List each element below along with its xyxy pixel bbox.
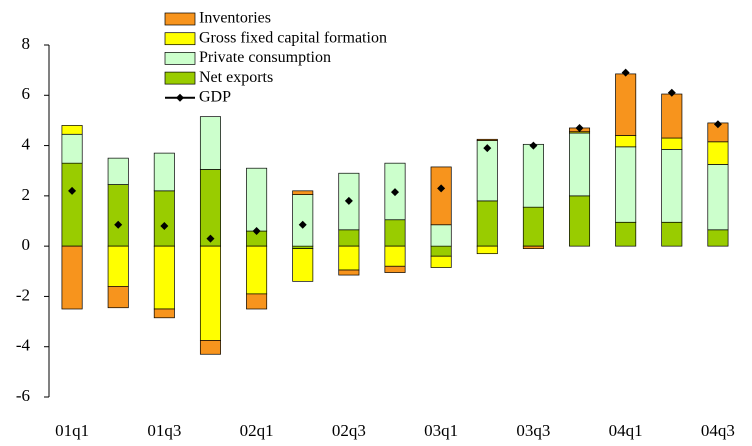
bar-segment: [292, 248, 314, 282]
bar-segment: [661, 137, 683, 150]
line-point: [344, 196, 353, 205]
bar-segment: [338, 245, 360, 271]
bar-segment: [61, 162, 83, 247]
bar-segment: [61, 133, 83, 164]
line-point: [621, 68, 630, 77]
bar-segment: [199, 245, 221, 341]
bar-segment: [569, 195, 591, 247]
bar-segment: [107, 184, 129, 247]
legend-swatch: [164, 52, 196, 65]
line-point: [483, 144, 492, 153]
legend-swatch: [164, 71, 196, 85]
bar-segment: [707, 229, 729, 247]
bar-segment: [476, 245, 498, 255]
bar-segment: [153, 245, 175, 310]
bar-segment: [107, 245, 129, 287]
line-point: [575, 123, 584, 132]
bar-segment: [615, 146, 637, 223]
line-point: [437, 184, 446, 193]
line-point: [160, 222, 169, 231]
y-tick-label: 4: [22, 134, 31, 153]
bar-segment: [246, 293, 268, 310]
x-tick-label: 04q1: [609, 421, 643, 440]
bar-segment: [107, 286, 129, 309]
bar-segment: [430, 255, 452, 268]
y-tick-label: 8: [22, 34, 31, 53]
bar-segment: [615, 221, 637, 247]
bar-segment: [661, 221, 683, 247]
bar-segment: [430, 224, 452, 247]
bar-segment: [384, 245, 406, 267]
bar-segment: [61, 125, 83, 135]
bar-segment: [338, 269, 360, 276]
bar-segment: [384, 265, 406, 273]
bar-segment: [522, 206, 544, 247]
bar-segment: [615, 135, 637, 148]
bar-segment: [615, 73, 637, 136]
bar-segment: [430, 166, 452, 226]
x-tick-label: 03q3: [516, 421, 550, 440]
legend-label: Inventories: [199, 10, 271, 27]
line-point: [667, 88, 676, 97]
legend-label: Net exports: [199, 69, 273, 86]
bar-segment: [153, 152, 175, 192]
legend-label: GDP: [199, 88, 231, 105]
line-point: [252, 227, 261, 236]
x-tick-label: 01q3: [147, 421, 181, 440]
x-tick-label: 03q1: [424, 421, 458, 440]
legend-marker: [176, 93, 184, 102]
line-point: [529, 141, 538, 150]
x-tick-label: 01q1: [55, 421, 89, 440]
bar-segment: [338, 229, 360, 247]
bar-segment: [246, 167, 268, 232]
y-tick-label: 6: [22, 84, 31, 103]
legend-label: Private consumption: [199, 49, 331, 66]
x-tick-label: 04q3: [701, 421, 735, 440]
bar-segment: [476, 138, 498, 141]
bar-segment: [569, 132, 591, 197]
bar-segment: [476, 200, 498, 247]
bar-segment: [107, 157, 129, 185]
bar-segment: [661, 148, 683, 223]
bar-segment: [707, 164, 729, 231]
bar-segment: [522, 245, 544, 250]
bar-segment: [292, 245, 314, 250]
y-tick-label: 2: [22, 185, 31, 204]
bar-segment: [153, 308, 175, 319]
legend-swatch: [164, 12, 196, 26]
bar-segment: [199, 116, 221, 170]
line-point: [206, 234, 215, 243]
line-point: [713, 120, 722, 129]
bar-segment: [522, 143, 544, 208]
bar-segment: [430, 245, 452, 257]
x-tick-label: 02q3: [332, 421, 366, 440]
bar-segment: [292, 194, 314, 247]
bar-segment: [61, 245, 83, 310]
y-tick-label: 0: [22, 235, 31, 254]
line-point: [298, 220, 307, 229]
y-tick-label: -4: [16, 336, 31, 355]
bar-segment: [153, 190, 175, 247]
bar-segment: [292, 190, 314, 195]
line-point: [68, 186, 77, 195]
bar-segment: [199, 340, 221, 355]
legend-swatch: [164, 32, 196, 46]
x-tick-label: 02q1: [240, 421, 274, 440]
bar-segment: [246, 245, 268, 295]
line-point: [114, 220, 123, 229]
legend-label: Gross fixed capital formation: [199, 29, 387, 46]
line-point: [391, 188, 399, 197]
y-tick-label: -6: [16, 386, 30, 405]
y-tick-label: -2: [16, 285, 30, 304]
bar-segment: [707, 141, 729, 165]
bar-segment: [384, 219, 406, 247]
bar-segment: [661, 93, 683, 139]
